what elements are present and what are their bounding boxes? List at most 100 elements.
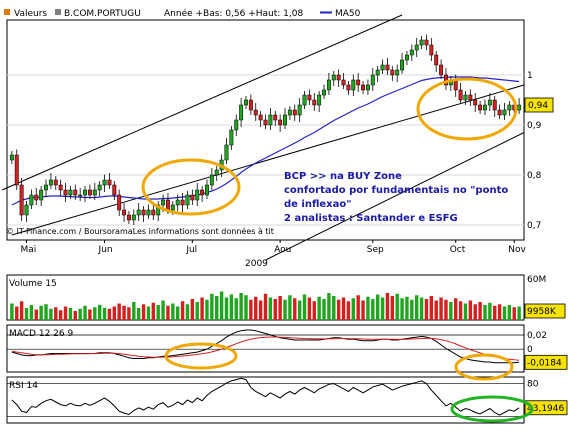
month-tick-label: Jul	[185, 245, 197, 255]
volume-y-tick-label: 60M	[527, 275, 546, 285]
volume-bar	[502, 306, 507, 320]
volume-bar	[107, 308, 112, 320]
candle	[283, 108, 287, 129]
volume-bar	[473, 304, 477, 320]
candle	[365, 79, 370, 95]
candle	[448, 76, 453, 91]
panel-frame	[6, 376, 525, 424]
volume-bar	[419, 297, 424, 320]
candle	[48, 173, 53, 189]
candle	[302, 91, 307, 109]
candle	[390, 66, 395, 81]
year-label: 2009	[245, 259, 268, 269]
volume-bar	[112, 306, 117, 320]
trend-channel	[1, 14, 525, 261]
volume-labels: Volume 15 60M 9958K	[9, 275, 566, 319]
volume-bar	[385, 293, 390, 320]
volume-bar	[351, 298, 355, 320]
candle	[487, 93, 492, 111]
ma50-line	[11, 76, 520, 206]
candle	[341, 73, 346, 89]
volume-bar	[371, 299, 375, 320]
volume-bar	[29, 305, 34, 320]
volume-bar	[346, 301, 351, 320]
volume-bar	[317, 296, 321, 320]
candle	[370, 68, 375, 91]
volume-bar	[24, 308, 29, 320]
macd-labels: 0,02 0 MACD 12 26 9 -0,0184	[9, 329, 568, 370]
volume-bar	[454, 298, 458, 320]
month-tick-label: Sep	[367, 245, 384, 255]
month-tick-label: Oct	[450, 245, 466, 255]
candle	[44, 179, 48, 197]
volume-bar	[136, 308, 141, 320]
candle	[92, 183, 97, 200]
volume-bar	[205, 299, 209, 320]
volume-bar	[234, 298, 238, 320]
candle	[326, 73, 331, 95]
volume-bar	[117, 303, 121, 320]
volume-bar	[195, 302, 199, 320]
candle	[83, 186, 87, 202]
volume-bar	[390, 296, 395, 320]
candle	[151, 203, 156, 220]
price-last-label: 0,94	[528, 101, 548, 111]
candle	[278, 114, 283, 132]
candle	[492, 96, 497, 117]
volume-bar	[78, 308, 82, 320]
candle	[307, 89, 312, 105]
rsi-path	[11, 377, 520, 416]
volume-bar	[444, 299, 448, 320]
candle	[53, 176, 58, 190]
header-range: Année +Bas: 0,56 +Haut: 1,08	[164, 8, 303, 19]
annotation-line-2: confortado por fundamentais no "ponto	[284, 185, 508, 196]
candle	[97, 181, 102, 196]
volume-bar	[434, 300, 438, 320]
volume-bar	[10, 303, 14, 320]
volume-bar	[200, 297, 204, 320]
volume-bar	[278, 296, 282, 320]
candle	[409, 44, 414, 61]
price-y-ticks: 1 0,9 0,8 0,7	[527, 71, 542, 231]
highlight-ellipse-rsi	[450, 395, 534, 423]
candle	[205, 179, 209, 199]
candle	[68, 186, 73, 199]
candle	[146, 204, 151, 219]
candle	[253, 103, 258, 121]
candle	[63, 183, 68, 202]
candle	[34, 188, 39, 205]
volume-bar	[15, 306, 19, 320]
candle	[287, 106, 292, 120]
menu-icon[interactable]	[4, 9, 10, 15]
candle	[478, 101, 483, 114]
month-tick-label: Nov	[508, 245, 526, 255]
annotation-line-4: 2 analistas : Santander e ESFG	[284, 213, 458, 224]
volume-bar	[341, 297, 346, 320]
candle	[404, 51, 409, 65]
volume-bar	[307, 297, 312, 320]
volume-bar	[312, 301, 316, 320]
candle	[58, 179, 63, 196]
volume-bar	[44, 304, 48, 320]
volume-bar	[102, 308, 107, 320]
candle	[248, 94, 253, 115]
macd-last-label: -0,0184	[527, 358, 562, 368]
candle	[102, 174, 107, 192]
month-tick-label: Jun	[98, 245, 113, 255]
candle	[268, 108, 273, 130]
volume-bar	[424, 299, 429, 320]
candle	[244, 96, 248, 109]
volume-bar	[83, 305, 87, 320]
candle	[322, 84, 326, 99]
ma50-path	[11, 76, 520, 206]
candle	[375, 66, 380, 82]
volume-bar	[288, 295, 292, 320]
volume-bar	[88, 309, 92, 320]
candle	[414, 38, 419, 57]
candle	[502, 103, 507, 120]
candle	[395, 64, 400, 82]
candle	[29, 189, 34, 209]
volume-bar	[132, 302, 136, 320]
candle	[136, 203, 141, 221]
volume-bar	[297, 300, 302, 320]
